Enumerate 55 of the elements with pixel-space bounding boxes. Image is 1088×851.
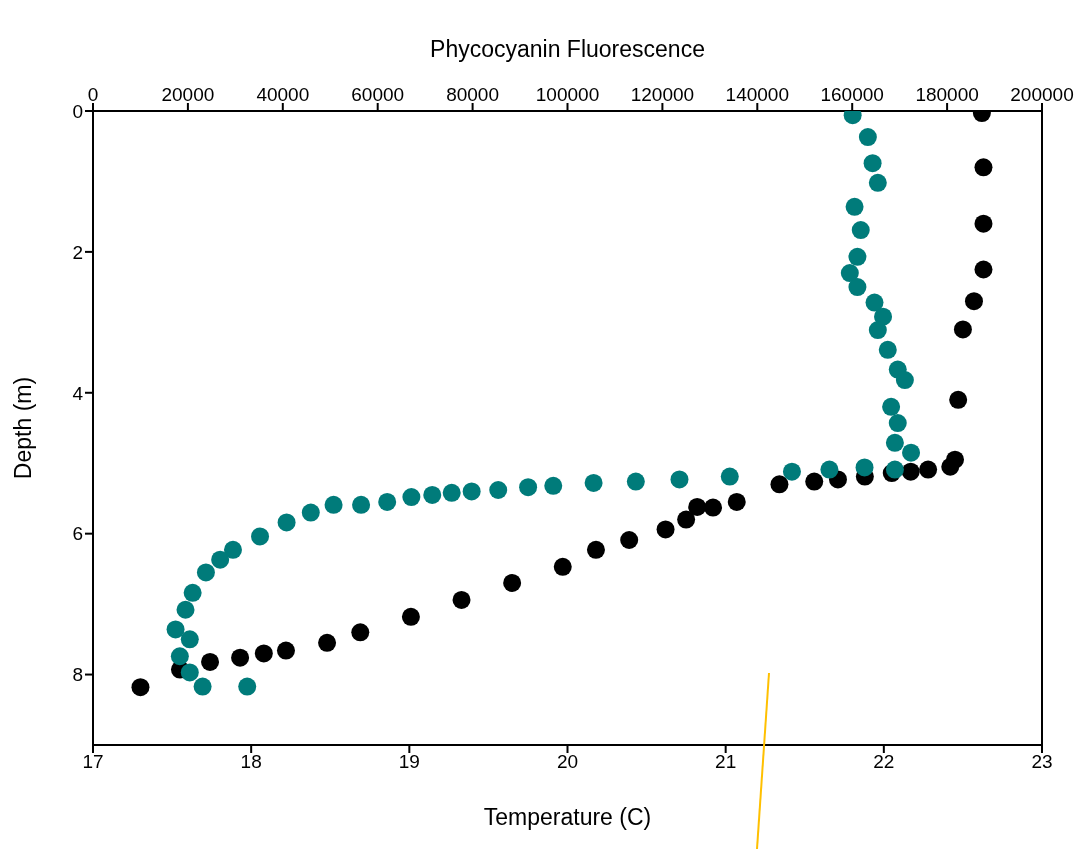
y-tick-label: 2 [72, 241, 83, 263]
x-tick-label: 22 [873, 751, 895, 773]
x2-tick-label: 180000 [915, 84, 979, 105]
x2-tick-label: 160000 [820, 84, 884, 105]
x2-tick-label: 40000 [256, 84, 310, 105]
point [231, 648, 250, 667]
x2-tick-label: 0 [87, 84, 99, 105]
x-axis-title: Temperature (C) [483, 804, 652, 830]
point [941, 457, 960, 476]
point [727, 492, 746, 511]
point [131, 678, 150, 697]
y-axis-title: Depth (m) [10, 376, 37, 480]
point [974, 158, 993, 177]
x-tick-label: 17 [82, 751, 104, 773]
point [401, 607, 420, 626]
point [953, 320, 972, 339]
point [688, 497, 707, 516]
x2-axis-title: Phycocyanin Fluorescence [430, 36, 705, 63]
point [901, 462, 920, 481]
x-tick-label: 18 [240, 751, 262, 773]
point [452, 590, 471, 609]
point [503, 573, 522, 592]
y-tick-label: 6 [72, 523, 83, 545]
y-tick-label: 8 [72, 664, 83, 686]
x-tick-label: 19 [398, 751, 420, 773]
x-tick-label: 23 [1031, 751, 1053, 773]
x2-tick-label: 20000 [161, 84, 215, 105]
point [974, 214, 993, 233]
point [949, 390, 968, 409]
y-tick-label: 0 [72, 100, 83, 122]
x2-tick-label: 100000 [535, 84, 600, 105]
point [254, 644, 273, 663]
point [770, 475, 789, 494]
point [964, 292, 983, 311]
x2-tick-label: 200000 [1010, 84, 1074, 105]
x2-tick-label: 80000 [446, 84, 500, 105]
point [276, 641, 295, 660]
x2-tick-label: 140000 [725, 84, 789, 105]
x2-tick-label: 120000 [630, 84, 695, 105]
y-tick-label: 4 [72, 382, 84, 404]
point [805, 472, 824, 491]
x2-tick-label: 60000 [351, 84, 405, 105]
point [620, 531, 639, 550]
point [704, 498, 723, 517]
point [318, 633, 337, 652]
point [201, 652, 220, 671]
point [586, 540, 605, 559]
point [351, 623, 370, 642]
point [656, 520, 675, 539]
point [974, 260, 993, 279]
point [677, 510, 696, 529]
x-tick-label: 21 [715, 751, 737, 773]
x-tick-label: 20 [556, 751, 579, 773]
point [919, 460, 938, 479]
point [553, 557, 572, 576]
